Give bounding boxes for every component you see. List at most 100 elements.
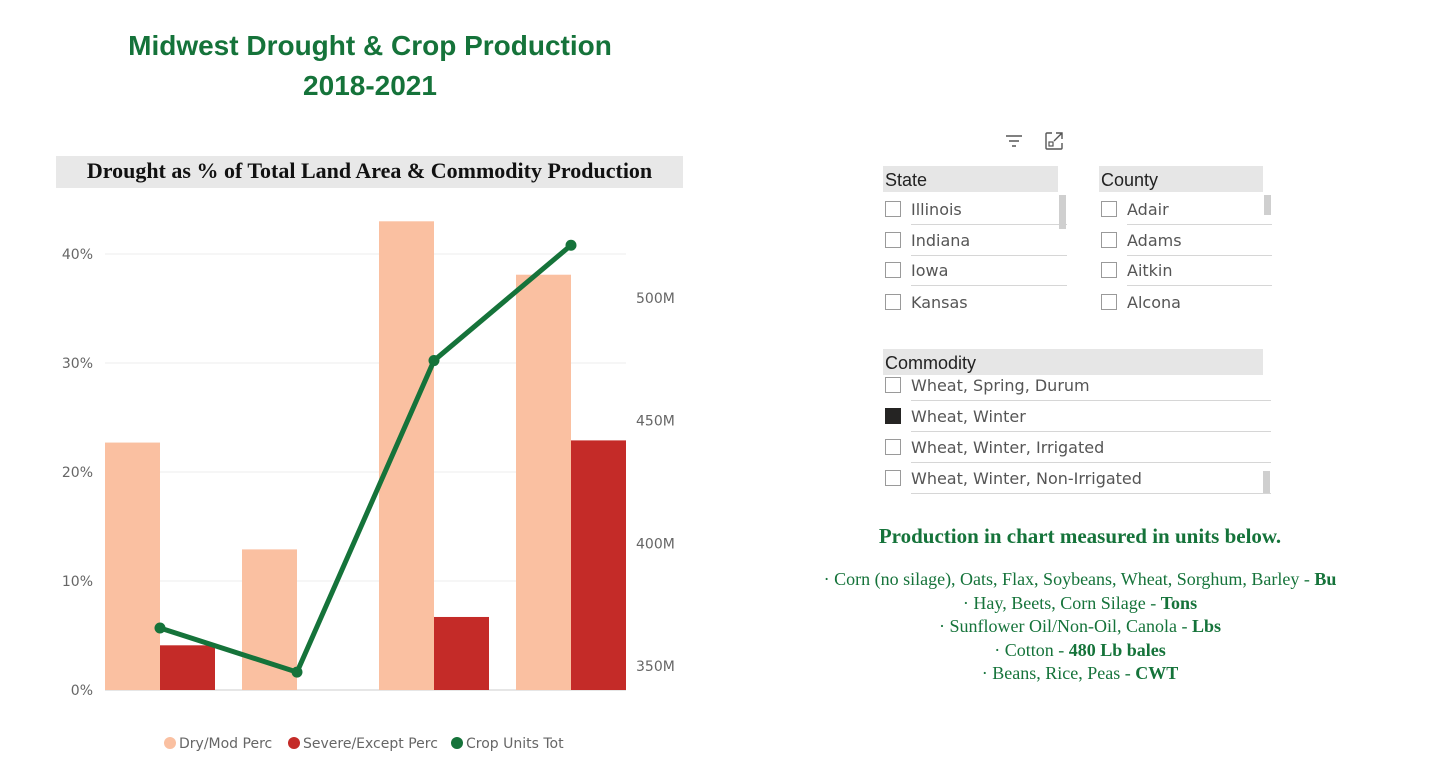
- divider: [911, 224, 1067, 225]
- bar-severe-except: [434, 616, 489, 690]
- divider: [1127, 255, 1272, 256]
- line-point: [291, 666, 303, 678]
- filter-icon[interactable]: [1003, 130, 1025, 152]
- commodity-item-label: Wheat, Spring, Durum: [911, 376, 1090, 395]
- line-crop-units: [159, 243, 573, 675]
- legend-marker: [451, 737, 463, 749]
- checkbox[interactable]: [1101, 232, 1117, 248]
- legend-label: Severe/Except Perc: [303, 736, 438, 752]
- state-scrollbar[interactable]: [1059, 195, 1066, 229]
- units-note-unit: CWT: [1135, 663, 1179, 683]
- divider: [1127, 285, 1272, 286]
- units-note-text: · Hay, Beets, Corn Silage -: [962, 592, 1161, 613]
- units-note-unit: Tons: [1160, 592, 1198, 613]
- legend-marker: [288, 737, 300, 749]
- county-item-label: Aitkin: [1127, 261, 1173, 280]
- state-item-kansas[interactable]: Kansas: [885, 292, 1067, 323]
- bar-severe-except: [160, 645, 215, 690]
- commodity-item-wheat-winter[interactable]: Wheat, Winter: [885, 406, 1271, 437]
- page-title-line1: Midwest Drought & Crop Production: [128, 30, 612, 61]
- checkbox[interactable]: [885, 294, 901, 310]
- county-item-label: Alcona: [1127, 293, 1181, 312]
- units-note-unit: 480 Lb bales: [1068, 639, 1166, 660]
- bar-dry-mod: [516, 274, 571, 690]
- state-slicer-header: State: [883, 166, 1058, 192]
- divider: [1127, 224, 1272, 225]
- y-right-tick-label: 500M: [636, 291, 675, 307]
- state-item-label: Illinois: [911, 200, 962, 219]
- checkbox[interactable]: [885, 470, 901, 486]
- bar-dry-mod: [379, 221, 434, 691]
- units-note-line: · Beans, Rice, Peas - CWT: [760, 662, 1400, 686]
- state-item-label: Iowa: [911, 261, 949, 280]
- county-scrollbar[interactable]: [1264, 195, 1271, 215]
- divider: [911, 400, 1271, 401]
- divider: [911, 493, 1271, 494]
- y-right-tick-label: 350M: [636, 659, 675, 675]
- commodity-slicer-header: Commodity: [883, 349, 1263, 375]
- checkbox[interactable]: [885, 201, 901, 217]
- checkbox-checked[interactable]: [885, 408, 901, 424]
- y-right-tick-label: 400M: [636, 536, 675, 552]
- checkbox[interactable]: [885, 439, 901, 455]
- county-item-alcona[interactable]: Alcona: [1101, 292, 1273, 323]
- checkbox[interactable]: [1101, 262, 1117, 278]
- checkbox[interactable]: [885, 377, 901, 393]
- line-point: [154, 622, 166, 634]
- y-left-tick-label: 20%: [62, 465, 93, 481]
- commodity-item-wheat-spring-durum[interactable]: Wheat, Spring, Durum: [885, 375, 1271, 406]
- legend-label: Dry/Mod Perc: [179, 736, 272, 752]
- units-note-list: · Corn (no silage), Oats, Flax, Soybeans…: [760, 568, 1400, 686]
- state-item-indiana[interactable]: Indiana: [885, 230, 1067, 261]
- y-left-tick-label: 30%: [62, 356, 93, 372]
- y-left-tick-label: 40%: [62, 247, 93, 263]
- county-item-adams[interactable]: Adams: [1101, 230, 1273, 261]
- units-note-line: · Hay, Beets, Corn Silage - Tons: [760, 592, 1400, 616]
- commodity-item-label: Wheat, Winter, Irrigated: [911, 438, 1105, 457]
- checkbox[interactable]: [1101, 294, 1117, 310]
- county-item-adair[interactable]: Adair: [1101, 199, 1273, 230]
- units-note-unit: Lbs: [1191, 616, 1221, 636]
- state-item-label: Kansas: [911, 293, 968, 312]
- focus-mode-icon[interactable]: [1043, 130, 1065, 152]
- y-left-tick-label: 10%: [62, 574, 93, 590]
- checkbox[interactable]: [885, 232, 901, 248]
- units-note-unit: Bu: [1314, 569, 1337, 589]
- commodity-item-wheat-winter-irrigated[interactable]: Wheat, Winter, Irrigated: [885, 437, 1271, 468]
- commodity-item-label: Wheat, Winter, Non-Irrigated: [911, 469, 1142, 488]
- divider: [911, 285, 1067, 286]
- state-item-illinois[interactable]: Illinois: [885, 199, 1067, 230]
- line-point: [565, 239, 577, 251]
- commodity-scrollbar[interactable]: [1263, 471, 1270, 493]
- county-item-aitkin[interactable]: Aitkin: [1101, 260, 1273, 291]
- commodity-item-wheat-winter-non-irrigated[interactable]: Wheat, Winter, Non-Irrigated: [885, 468, 1271, 499]
- checkbox[interactable]: [885, 262, 901, 278]
- checkbox[interactable]: [1101, 201, 1117, 217]
- divider: [911, 431, 1271, 432]
- county-slicer-header: County: [1099, 166, 1263, 192]
- state-item-label: Indiana: [911, 231, 971, 250]
- county-item-label: Adair: [1127, 200, 1169, 219]
- commodity-item-label: Wheat, Winter: [911, 407, 1026, 426]
- line-point: [428, 355, 440, 367]
- page-title: Midwest Drought & Crop Production 2018-2…: [60, 26, 680, 106]
- divider: [911, 255, 1067, 256]
- combo-chart: 0%10%20%30%40%350M400M450M500M2018201920…: [62, 221, 675, 752]
- chart-title: Drought as % of Total Land Area & Commod…: [56, 156, 683, 188]
- units-note-text: · Sunflower Oil/Non-Oil, Canola -: [939, 616, 1192, 636]
- y-left-tick-label: 0%: [71, 683, 93, 699]
- divider: [911, 462, 1271, 463]
- y-right-tick-label: 450M: [636, 414, 675, 430]
- units-note-line: · Cotton - 480 Lb bales: [760, 639, 1400, 663]
- page-title-line2: 2018-2021: [303, 70, 437, 101]
- units-note-text: · Corn (no silage), Oats, Flax, Soybeans…: [823, 569, 1315, 589]
- units-note-text: · Cotton -: [994, 639, 1069, 660]
- bar-dry-mod: [105, 442, 160, 690]
- county-item-label: Adams: [1127, 231, 1182, 250]
- legend-marker: [164, 737, 176, 749]
- units-note-line: · Sunflower Oil/Non-Oil, Canola - Lbs: [760, 615, 1400, 639]
- units-note-text: · Beans, Rice, Peas -: [981, 663, 1136, 683]
- units-note-line: · Corn (no silage), Oats, Flax, Soybeans…: [760, 568, 1400, 592]
- legend-label: Crop Units Tot: [466, 736, 564, 752]
- state-item-iowa[interactable]: Iowa: [885, 260, 1067, 291]
